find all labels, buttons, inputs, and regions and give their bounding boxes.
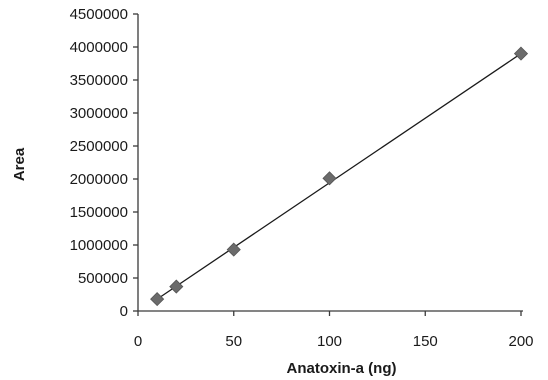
- x-tick-label: 100: [317, 333, 342, 350]
- x-axis-title: Anatoxin-a (ng): [287, 360, 397, 377]
- y-tick-label: 2000000: [70, 171, 128, 188]
- x-tick-label: 0: [134, 333, 142, 350]
- data-point: [169, 279, 184, 294]
- y-tick-label: 0: [120, 303, 128, 320]
- data-point: [226, 242, 241, 257]
- x-tick-label: 50: [225, 333, 242, 350]
- y-tick-label: 1500000: [70, 204, 128, 221]
- data-points: [150, 46, 529, 307]
- axes: [137, 14, 523, 312]
- data-point: [322, 171, 337, 186]
- y-tick-label: 4500000: [70, 6, 128, 23]
- linear-trendline: [156, 53, 522, 300]
- trendline-group: [156, 53, 522, 300]
- x-tick-labels: 0 50 100 150 200: [134, 311, 534, 350]
- y-tick-label: 500000: [78, 270, 128, 287]
- y-axis-title: Area: [11, 147, 28, 181]
- y-tick-labels: 0 500000 1000000 1500000 2000000 2500000 30000…: [70, 6, 138, 320]
- y-tick-label: 2500000: [70, 138, 128, 155]
- y-tick-label: 4000000: [70, 39, 128, 56]
- data-point: [513, 46, 529, 61]
- x-tick-label: 150: [413, 333, 438, 350]
- data-point: [150, 292, 165, 307]
- y-tick-label: 1000000: [70, 237, 128, 254]
- y-tick-label: 3000000: [70, 105, 128, 122]
- y-tick-label: 3500000: [70, 72, 128, 89]
- x-tick-label: 200: [508, 333, 533, 350]
